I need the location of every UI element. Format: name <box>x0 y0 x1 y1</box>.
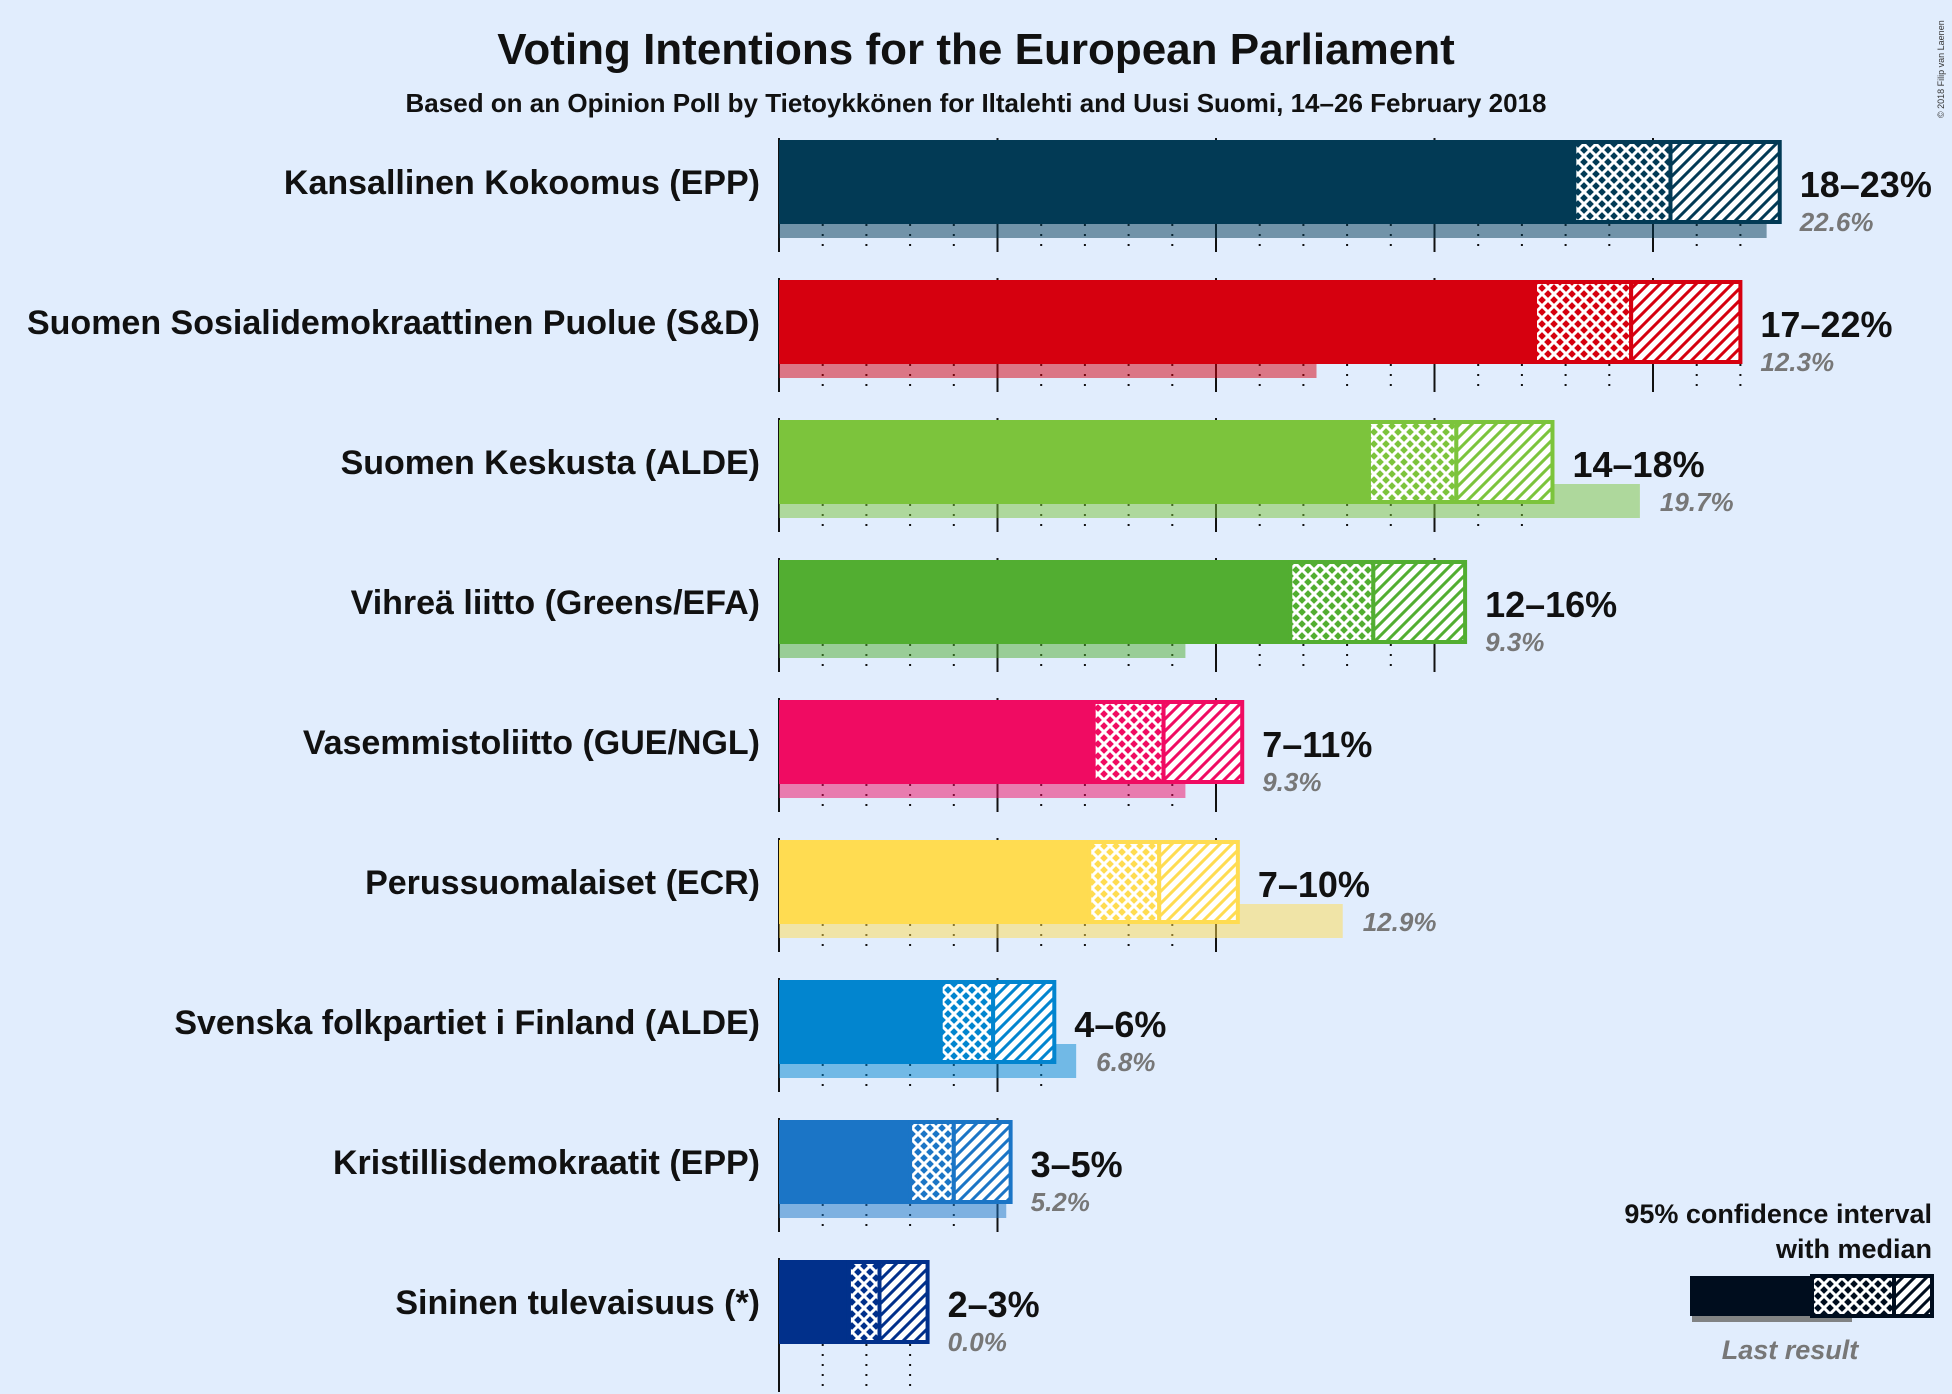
chart-title: Voting Intentions for the European Parli… <box>497 25 1455 74</box>
last-result-label: 9.3% <box>1485 627 1544 657</box>
party-label: Suomen Sosialidemokraattinen Puolue (S&D… <box>27 304 760 342</box>
party-label: Perussuomalaiset (ECR) <box>365 864 760 902</box>
bar-solid <box>779 1120 911 1204</box>
last-result-label: 22.6% <box>1799 207 1874 237</box>
ci-lower-hatch <box>1366 420 1459 504</box>
party-label: Sininen tulevaisuus (*) <box>395 1284 760 1322</box>
copyright-note: © 2018 Filip van Laenen <box>1936 20 1946 118</box>
party-label: Suomen Keskusta (ALDE) <box>341 444 760 482</box>
last-result-label: 19.7% <box>1660 487 1734 517</box>
legend-line1: 95% confidence interval <box>1624 1199 1932 1229</box>
ci-lower-hatch <box>938 980 996 1064</box>
last-result-label: 9.3% <box>1262 767 1321 797</box>
last-result-label: 12.9% <box>1363 907 1437 937</box>
legend-line2: with median <box>1775 1234 1932 1264</box>
range-label: 4–6% <box>1074 1004 1166 1045</box>
ci-upper-hatch <box>1157 840 1240 924</box>
range-label: 18–23% <box>1800 164 1932 205</box>
last-result-label: 6.8% <box>1096 1047 1155 1077</box>
ci-upper-hatch <box>1454 420 1555 504</box>
range-label: 17–22% <box>1760 304 1892 345</box>
ci-upper-hatch <box>1371 560 1468 644</box>
range-label: 3–5% <box>1031 1144 1123 1185</box>
range-label: 14–18% <box>1572 444 1704 485</box>
range-label: 7–11% <box>1262 724 1372 765</box>
range-label: 12–16% <box>1485 584 1617 625</box>
ci-upper-hatch <box>951 1120 1013 1204</box>
ci-lower-hatch <box>1091 700 1166 784</box>
legend: 95% confidence interval with median Last… <box>1624 1199 1934 1365</box>
ci-upper-hatch <box>877 1260 930 1344</box>
bar-solid <box>779 420 1369 504</box>
ci-lower-hatch <box>846 1260 882 1344</box>
ci-upper-hatch <box>1629 280 1743 364</box>
bar-solid <box>779 280 1536 364</box>
legend-last-result-label: Last result <box>1722 1335 1860 1365</box>
ci-upper-hatch <box>1161 700 1245 784</box>
legend-solid-bar <box>1690 1276 1812 1316</box>
last-result-label: 0.0% <box>948 1327 1007 1357</box>
ci-upper-hatch <box>1668 140 1782 224</box>
last-result-label: 12.3% <box>1760 347 1834 377</box>
bar-solid <box>779 840 1090 924</box>
bars-group: Kansallinen Kokoomus (EPP) 18–23%22.6% Suo… <box>27 138 1932 1392</box>
party-label: Kristillisdemokraatit (EPP) <box>333 1144 760 1182</box>
party-label: Svenska folkpartiet i Finland (ALDE) <box>174 1004 760 1042</box>
bar-solid <box>779 140 1575 224</box>
ci-upper-hatch <box>991 980 1057 1064</box>
bar-solid <box>779 980 941 1064</box>
ci-lower-hatch <box>1087 840 1162 924</box>
ci-lower-hatch <box>1288 560 1376 644</box>
ci-lower-hatch <box>1572 140 1673 224</box>
legend-hatch <box>1892 1274 1934 1318</box>
ci-lower-hatch <box>1533 280 1634 364</box>
range-label: 7–10% <box>1258 864 1370 905</box>
chart-subtitle: Based on an Opinion Poll by Tietoykkönen… <box>406 88 1547 118</box>
ci-lower-hatch <box>908 1120 956 1204</box>
last-result-label: 5.2% <box>1031 1187 1090 1217</box>
legend-crosshatch <box>1810 1274 1896 1318</box>
party-label: Vasemmistoliitto (GUE/NGL) <box>303 724 760 762</box>
party-label: Vihreä liitto (Greens/EFA) <box>351 584 760 622</box>
party-label: Kansallinen Kokoomus (EPP) <box>284 164 760 202</box>
bar-solid <box>779 700 1094 784</box>
bar-solid <box>779 1260 849 1344</box>
bar-solid <box>779 560 1291 644</box>
range-label: 2–3% <box>948 1284 1040 1325</box>
